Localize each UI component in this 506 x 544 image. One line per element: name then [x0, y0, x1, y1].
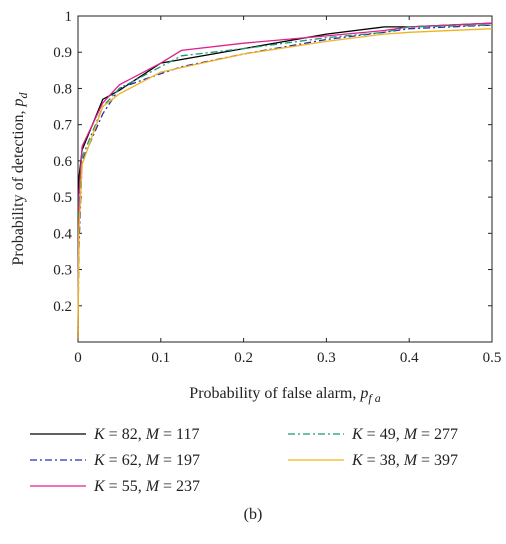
legend: K = 82, M = 117 K = 62, M = 197 K = 55, M …	[30, 426, 458, 495]
y-axis-title: Probability of detection, pd	[10, 91, 30, 265]
series-line-5	[77, 28, 493, 339]
legend-label: K = 38, M = 397	[351, 452, 458, 469]
legend-item: K = 38, M = 397	[288, 452, 458, 469]
x-tick-label: 0.1	[151, 350, 170, 366]
y-tick-label: 0.2	[53, 299, 72, 315]
legend-label: K = 82, M = 117	[93, 426, 199, 443]
y-tick-label: 0.6	[53, 154, 72, 170]
legend-item: K = 62, M = 197	[30, 452, 200, 469]
y-tick-label: 0.4	[53, 226, 72, 242]
x-tick-label: 0.4	[400, 350, 419, 366]
plot-frame	[77, 15, 493, 343]
y-tick-label: 0.5	[53, 190, 72, 206]
y-tick-label: 0.7	[53, 118, 72, 134]
series-lines	[77, 22, 493, 339]
x-tick-label: 0.5	[483, 350, 502, 366]
legend-item: K = 82, M = 117	[30, 426, 199, 443]
legend-label: K = 55, M = 237	[93, 478, 200, 495]
legend-label: K = 62, M = 197	[93, 452, 200, 469]
x-axis-title: Probability of false alarm, pf a	[189, 385, 380, 405]
y-tick-label: 0.8	[53, 81, 72, 97]
x-tick-label: 0.2	[234, 350, 253, 366]
legend-item: K = 55, M = 237	[30, 478, 200, 495]
series-line-4	[77, 24, 493, 339]
y-tick-label: 0.9	[53, 45, 72, 61]
y-tick-label: 0.3	[53, 263, 72, 279]
x-tick-label: 0	[74, 350, 82, 366]
x-tick-label: 0.3	[317, 350, 336, 366]
series-line-3	[77, 22, 493, 339]
y-axis-ticks: 0.2 0.3 0.4 0.5 0.6 0.7 0.8 0.9 1	[53, 9, 492, 315]
legend-label: K = 49, M = 277	[351, 426, 458, 443]
legend-item: K = 49, M = 277	[288, 426, 458, 443]
y-tick-label: 1	[65, 9, 73, 25]
figure-caption: (b)	[244, 506, 263, 523]
x-axis-ticks: 0 0.1 0.2 0.3 0.4 0.5	[74, 16, 501, 366]
series-line-1	[77, 22, 493, 339]
series-line-2	[77, 24, 493, 339]
